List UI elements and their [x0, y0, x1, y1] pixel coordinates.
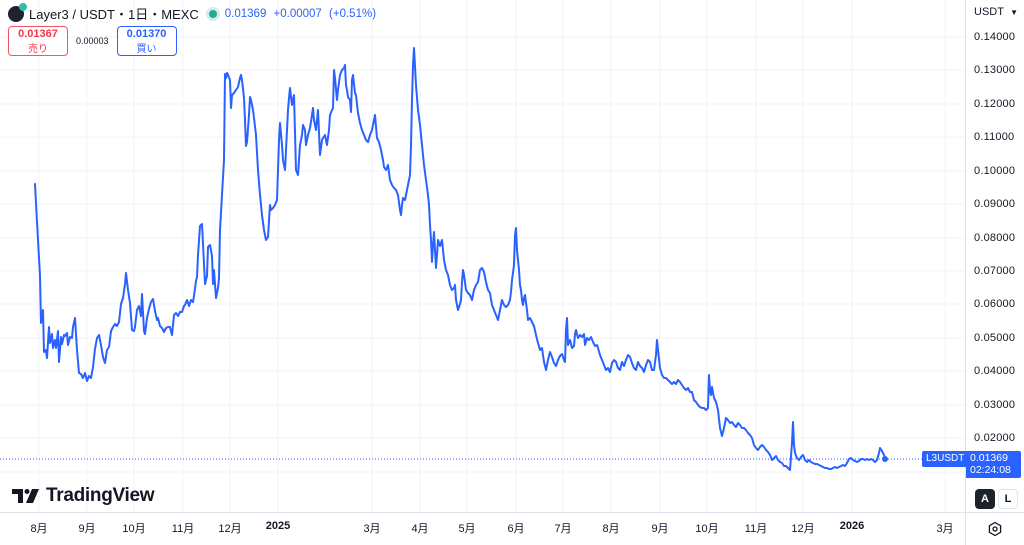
time-tick-year: 2025	[265, 520, 291, 532]
time-tick-year: 2026	[839, 520, 865, 532]
price-axis[interactable]: USDT ▼ 0.14000 0.13000 0.12000 0.11000 0…	[965, 0, 1024, 512]
chevron-down-icon: ▼	[1010, 7, 1018, 17]
price-tick: 0.06000	[974, 298, 1016, 310]
price-change: +0.00007	[273, 7, 322, 20]
price-tick: 0.13000	[974, 64, 1016, 76]
price-line-chart	[0, 0, 965, 512]
time-tick: 8月	[30, 523, 48, 535]
time-tick: 4月	[411, 523, 429, 535]
price-tick: 0.09000	[974, 198, 1016, 210]
last-price: 0.01369	[224, 7, 267, 20]
price-tick: 0.12000	[974, 98, 1016, 110]
time-tick: 3月	[363, 523, 381, 535]
price-tick: 0.03000	[974, 399, 1016, 411]
price-tick: 0.05000	[974, 332, 1016, 344]
layer3-logo-icon	[8, 2, 27, 22]
brand-name: TradingView	[46, 485, 155, 506]
symbol-price-tag: L3USDT	[922, 451, 969, 467]
chart-settings-button[interactable]	[965, 512, 1024, 545]
time-tick: 6月	[507, 523, 525, 535]
last-price-tag-value: 0.01369	[970, 452, 1008, 464]
time-tick: 9月	[651, 523, 669, 535]
currency-selector[interactable]: USDT ▼	[970, 2, 1022, 22]
price-change-pct: (+0.51%)	[329, 7, 377, 20]
buy-label: 買い	[136, 43, 157, 55]
market-open-status-icon	[208, 9, 217, 18]
time-tick: 12月	[218, 523, 242, 535]
sell-label: 売り	[28, 43, 48, 55]
auto-scale-button[interactable]: A	[975, 489, 995, 509]
time-tick: 10月	[122, 523, 146, 535]
time-tick: 12月	[791, 523, 815, 535]
time-tick: 9月	[78, 523, 96, 535]
sell-button[interactable]: 0.01367 売り	[8, 26, 68, 56]
price-tick: 0.08000	[974, 232, 1016, 244]
settings-hexagon-icon	[988, 521, 1002, 537]
symbol-title[interactable]: Layer3 / USDT・1日・MEXC	[29, 7, 199, 22]
tradingview-logo[interactable]: TradingView	[12, 485, 155, 507]
buy-button[interactable]: 0.01370 買い	[116, 26, 177, 56]
time-tick: 3月	[936, 523, 954, 535]
price-tick: 0.07000	[974, 265, 1016, 277]
currency-label: USDT	[974, 6, 1004, 18]
order-buttons: 0.01367 売り 0.00003 0.01370 買い	[8, 26, 177, 56]
price-tick: 0.10000	[974, 165, 1016, 177]
tradingview-mark-icon	[12, 489, 39, 503]
chart-plot-area[interactable]	[0, 0, 965, 512]
time-axis[interactable]: 8月 9月 10月 11月 12月 2025 3月 4月 5月 6月 7月 8月…	[0, 512, 965, 545]
symbol-legend[interactable]: Layer3 / USDT・1日・MEXC 0.01369 +0.00007 (…	[8, 2, 380, 23]
time-tick: 8月	[602, 523, 620, 535]
price-tick: 0.04000	[974, 365, 1016, 377]
price-series-line	[34, 47, 886, 471]
log-scale-button[interactable]: L	[998, 489, 1018, 509]
time-tick: 7月	[554, 523, 572, 535]
time-tick: 11月	[171, 523, 195, 535]
price-tick: 0.14000	[974, 31, 1016, 43]
time-tick: 10月	[695, 523, 719, 535]
last-price-tag: 0.01369 02:24:08	[966, 451, 1021, 478]
spread-value: 0.00003	[76, 36, 109, 46]
quote-values: 0.01369 +0.00007 (+0.51%)	[225, 8, 380, 20]
time-tick: 5月	[458, 523, 476, 535]
time-tick: 11月	[744, 523, 768, 535]
sell-price: 0.01367	[18, 27, 58, 40]
price-tick: 0.11000	[974, 131, 1015, 143]
last-price-marker	[882, 456, 888, 462]
bar-countdown: 02:24:08	[970, 464, 1011, 476]
buy-price: 0.01370	[126, 27, 167, 40]
price-tick: 0.02000	[974, 432, 1016, 444]
